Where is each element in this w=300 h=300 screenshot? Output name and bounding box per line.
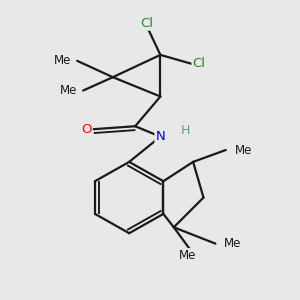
Text: Me: Me <box>60 84 77 97</box>
Text: H: H <box>181 124 190 137</box>
Text: Me: Me <box>224 237 242 250</box>
Text: Me: Me <box>54 54 71 67</box>
Text: Cl: Cl <box>193 57 206 70</box>
Text: O: O <box>81 123 91 136</box>
Text: Me: Me <box>235 143 252 157</box>
Text: Me: Me <box>178 249 196 262</box>
Text: Cl: Cl <box>140 16 154 30</box>
Text: N: N <box>155 130 165 143</box>
